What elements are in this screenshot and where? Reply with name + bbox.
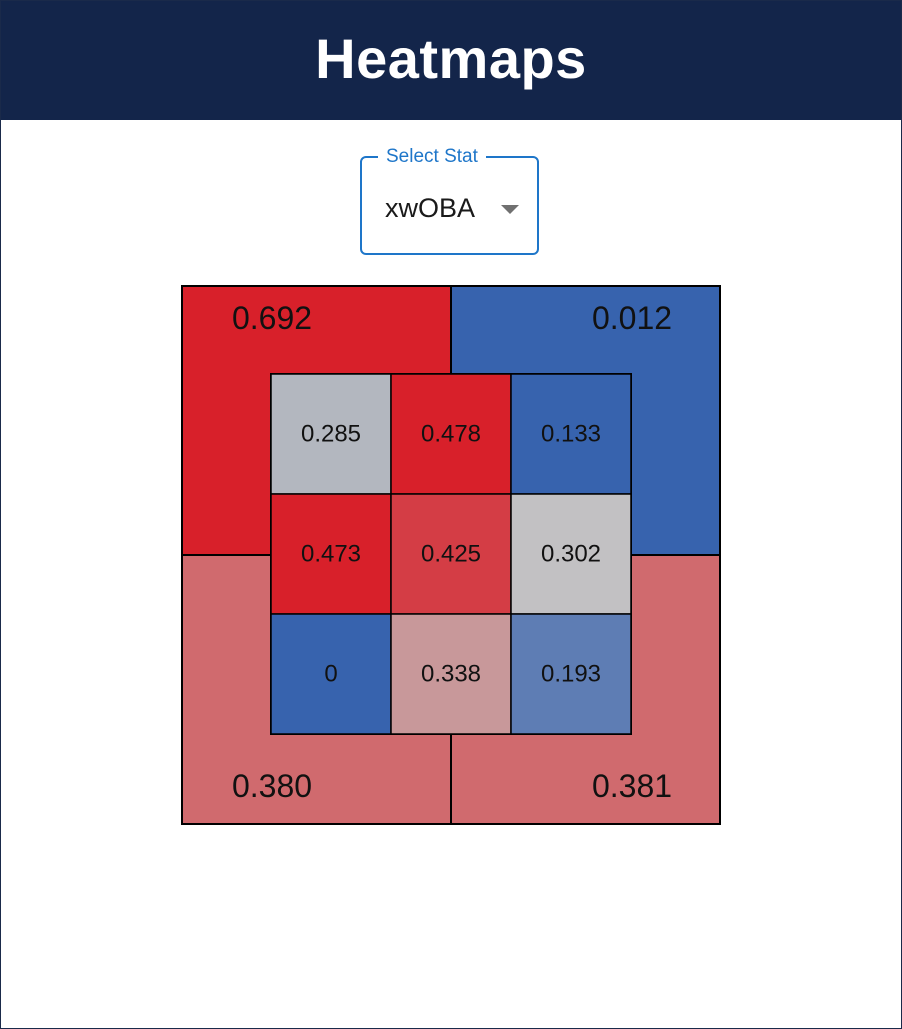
heatmap-cell: [390, 493, 512, 615]
stat-select-value: xwOBA: [385, 193, 476, 223]
heatmap-cell: [270, 613, 392, 735]
stat-select[interactable]: Select Stat xwOBA: [360, 146, 539, 255]
heatmap-cell: [390, 613, 512, 735]
heatmap-cell: [510, 373, 632, 495]
stat-select-label: Select Stat: [378, 146, 486, 168]
heatmap-cell-label: 0.302: [541, 541, 601, 568]
outer-zone-label: 0.380: [232, 768, 312, 804]
outer-zone-label: 0.692: [232, 300, 312, 336]
heatmap-cell-label: 0: [324, 661, 337, 688]
heatmap-cell-label: 0.473: [301, 541, 361, 568]
heatmap-cell-label: 0.338: [421, 661, 481, 688]
heatmap-cell-label: 0.478: [421, 421, 481, 448]
heatmap-cell-label: 0.285: [301, 421, 361, 448]
heatmap-cell: [510, 613, 632, 735]
heatmap-cell-label: 0.193: [541, 661, 601, 688]
heatmap-cell-label: 0.425: [421, 541, 481, 568]
outer-zone-label: 0.381: [592, 768, 672, 804]
heatmap-cell-label: 0.133: [541, 421, 601, 448]
heatmap-cell: [270, 493, 392, 615]
heatmap-cell: [510, 493, 632, 615]
app-header: Heatmaps: [1, 1, 901, 120]
page-title: Heatmaps: [315, 27, 587, 90]
chevron-down-icon[interactable]: [501, 205, 519, 214]
outer-zone-label: 0.012: [592, 300, 672, 336]
